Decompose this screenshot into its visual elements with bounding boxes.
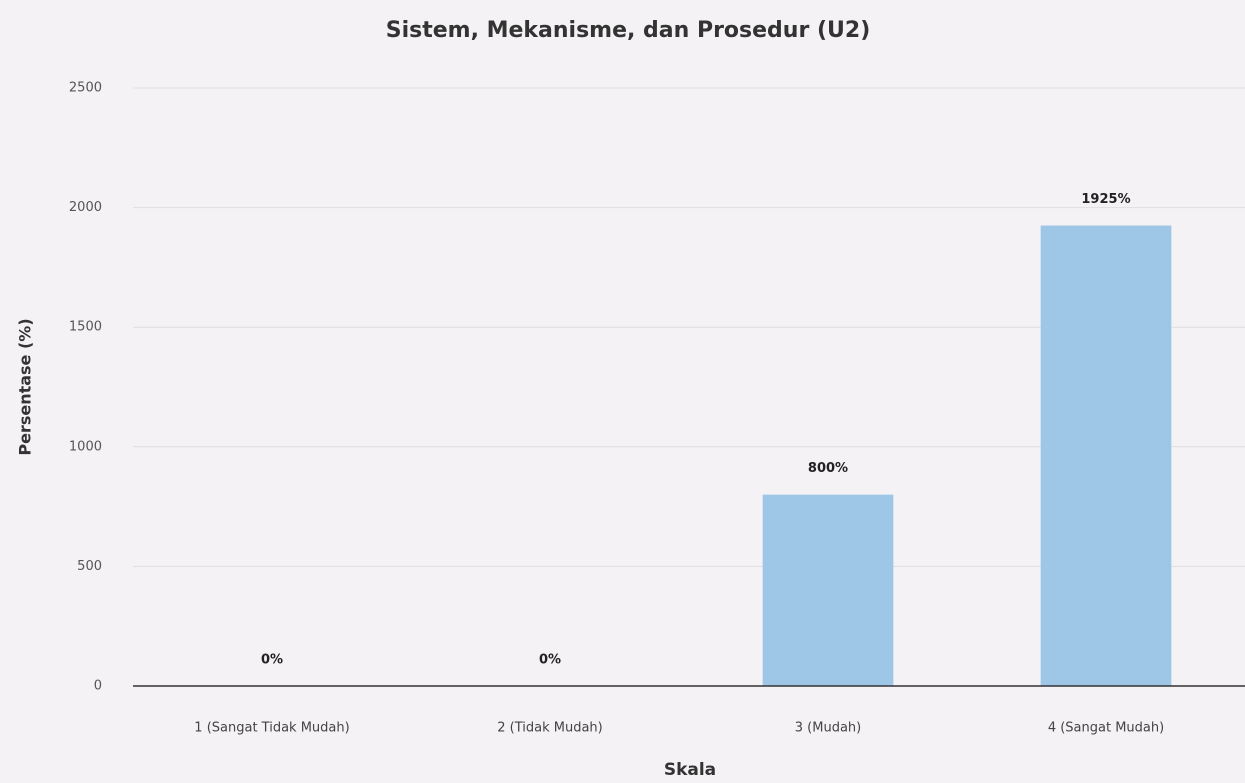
y-axis-label: Persentase (%) (16, 318, 35, 455)
bar (762, 494, 894, 686)
bar (1040, 225, 1172, 687)
y-tick-label: 2000 (69, 200, 102, 215)
y-tick-label: 1000 (69, 439, 102, 454)
data-label: 0% (261, 653, 283, 668)
y-tick-label: 1500 (69, 320, 102, 335)
data-label: 800% (808, 461, 848, 476)
x-tick-label: 2 (Tidak Mudah) (497, 721, 603, 736)
x-tick-label: 3 (Mudah) (795, 721, 861, 736)
y-tick-label: 2500 (69, 81, 102, 96)
x-tick-label: 4 (Sangat Mudah) (1048, 721, 1164, 736)
x-axis-label: Skala (664, 760, 716, 780)
x-tick-label: 1 (Sangat Tidak Mudah) (194, 721, 349, 736)
data-label: 1925% (1081, 192, 1130, 207)
y-tick-label: 500 (77, 559, 102, 574)
y-tick-label: 0 (94, 679, 102, 694)
chart-title: Sistem, Mekanisme, dan Prosedur (U2) (386, 18, 871, 43)
data-label: 0% (539, 653, 561, 668)
